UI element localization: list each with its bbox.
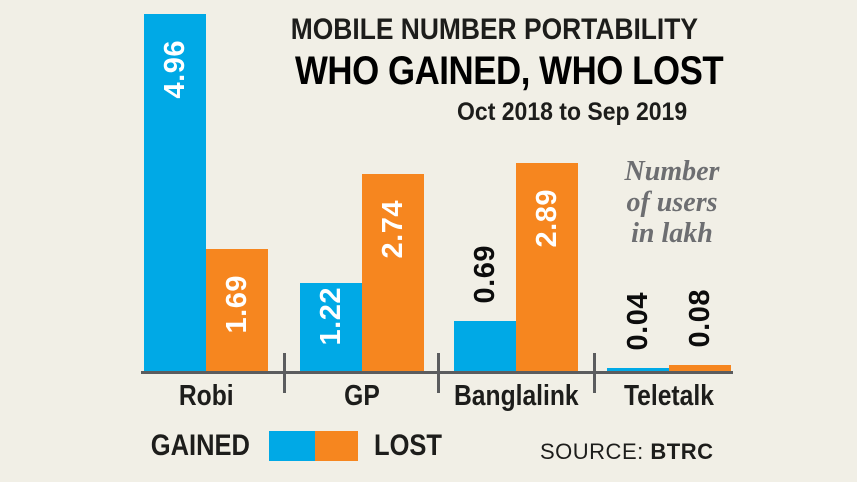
bar-value-label-robi-lost: 1.69 [220, 275, 253, 334]
bar-value-wrap: 1.69 [206, 275, 268, 333]
category-label-text: GP [344, 380, 380, 412]
bar-banglalink-gained [454, 321, 516, 371]
category-label-banglalink: Banglalink [439, 380, 593, 413]
legend-gained-swatch [268, 431, 315, 461]
source-credit: SOURCE: BTRC [540, 439, 713, 465]
bar-value-wrap: 4.96 [144, 40, 206, 98]
legend-lost-label: LOST [373, 429, 442, 462]
bar-value-label-robi-gained: 4.96 [158, 40, 191, 99]
source-label: SOURCE: [540, 439, 644, 464]
unit-note-line: Number [624, 156, 720, 187]
chart-title-kicker: MOBILE NUMBER PORTABILITY [290, 13, 698, 46]
bar-banglalink-lost: 2.89 [516, 163, 578, 371]
bar-value-wrap: 0.08 [669, 289, 731, 347]
title-block: MOBILE NUMBER PORTABILITY WHO GAINED, WH… [263, 12, 724, 127]
category-label-text: Banglalink [453, 380, 579, 412]
bar-robi-gained: 4.96 [144, 14, 206, 371]
axis-tick [593, 353, 596, 393]
bar-value-label-gp-gained: 1.22 [314, 287, 347, 346]
legend-gained-label: GAINED [150, 429, 250, 462]
category-label-robi: Robi [129, 380, 283, 413]
bar-value-wrap: 0.69 [454, 245, 516, 303]
unit-note-line: in lakh [631, 218, 713, 249]
bar-value-label-banglalink-lost: 2.89 [530, 189, 563, 248]
bar-robi-lost: 1.69 [206, 249, 268, 371]
category-label-gp: GP [285, 380, 439, 413]
unit-note: Number of users in lakh [608, 156, 736, 249]
bar-value-label-teletalk-lost: 0.08 [683, 288, 716, 347]
bar-gp-gained: 1.22 [300, 283, 362, 371]
chart-title-period: Oct 2018 to Sep 2019 [456, 98, 687, 126]
bar-teletalk-lost [669, 365, 731, 371]
bar-value-label-gp-lost: 2.74 [376, 200, 409, 259]
bar-value-label-teletalk-gained: 0.04 [621, 291, 654, 350]
legend-swatches [268, 431, 358, 461]
category-label-teletalk: Teletalk [592, 380, 746, 413]
category-label-text: Robi [178, 380, 234, 412]
bar-value-wrap: 2.74 [362, 200, 424, 258]
bar-value-wrap: 2.89 [516, 189, 578, 247]
legend-lost-swatch [314, 431, 358, 461]
bar-teletalk-gained [607, 368, 669, 371]
axis-tick [437, 353, 440, 393]
chart-title-main: WHO GAINED, WHO LOST [294, 49, 724, 93]
bar-gp-lost: 2.74 [362, 174, 424, 371]
bar-value-wrap: 0.04 [607, 292, 669, 350]
legend: GAINED LOST [142, 429, 448, 463]
bar-value-label-banglalink-gained: 0.69 [468, 244, 501, 303]
source-value: BTRC [650, 439, 714, 464]
unit-note-line: of users [626, 187, 718, 218]
bar-value-wrap: 1.22 [300, 287, 362, 345]
axis-tick [283, 353, 286, 393]
category-label-text: Teletalk [624, 380, 714, 412]
